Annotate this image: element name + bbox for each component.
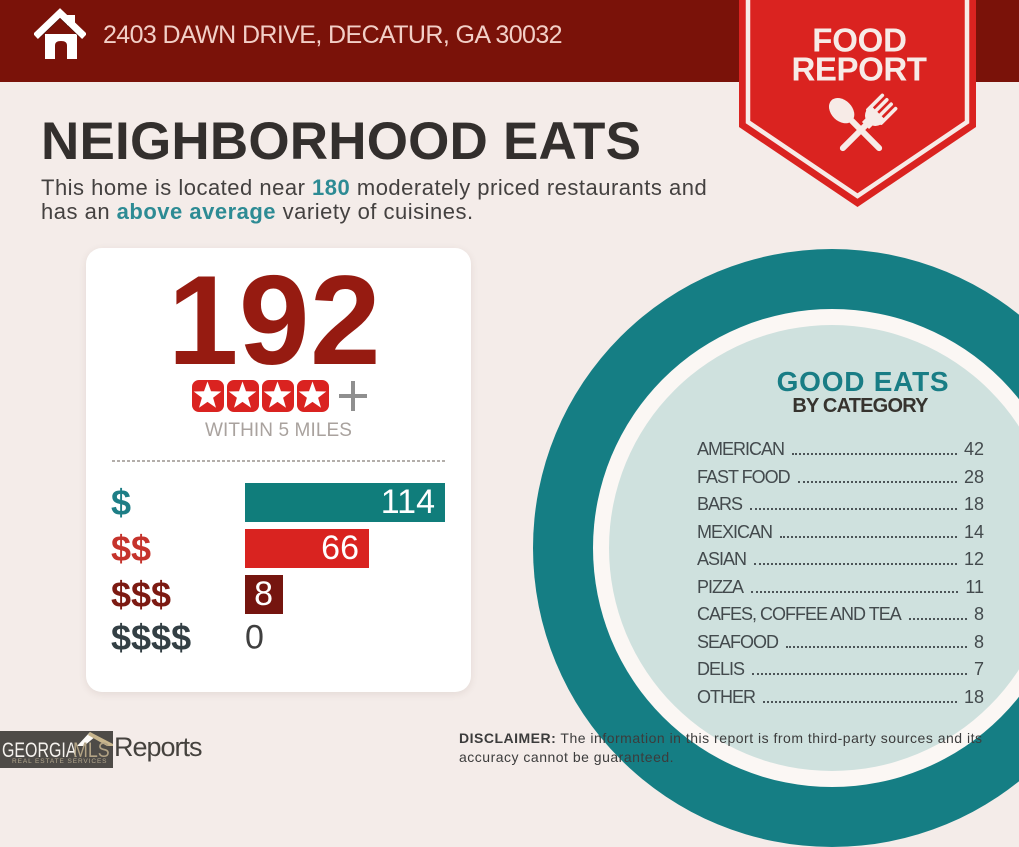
- svg-text:REPORT: REPORT: [791, 51, 926, 88]
- svg-text:FOOD: FOOD: [812, 22, 907, 59]
